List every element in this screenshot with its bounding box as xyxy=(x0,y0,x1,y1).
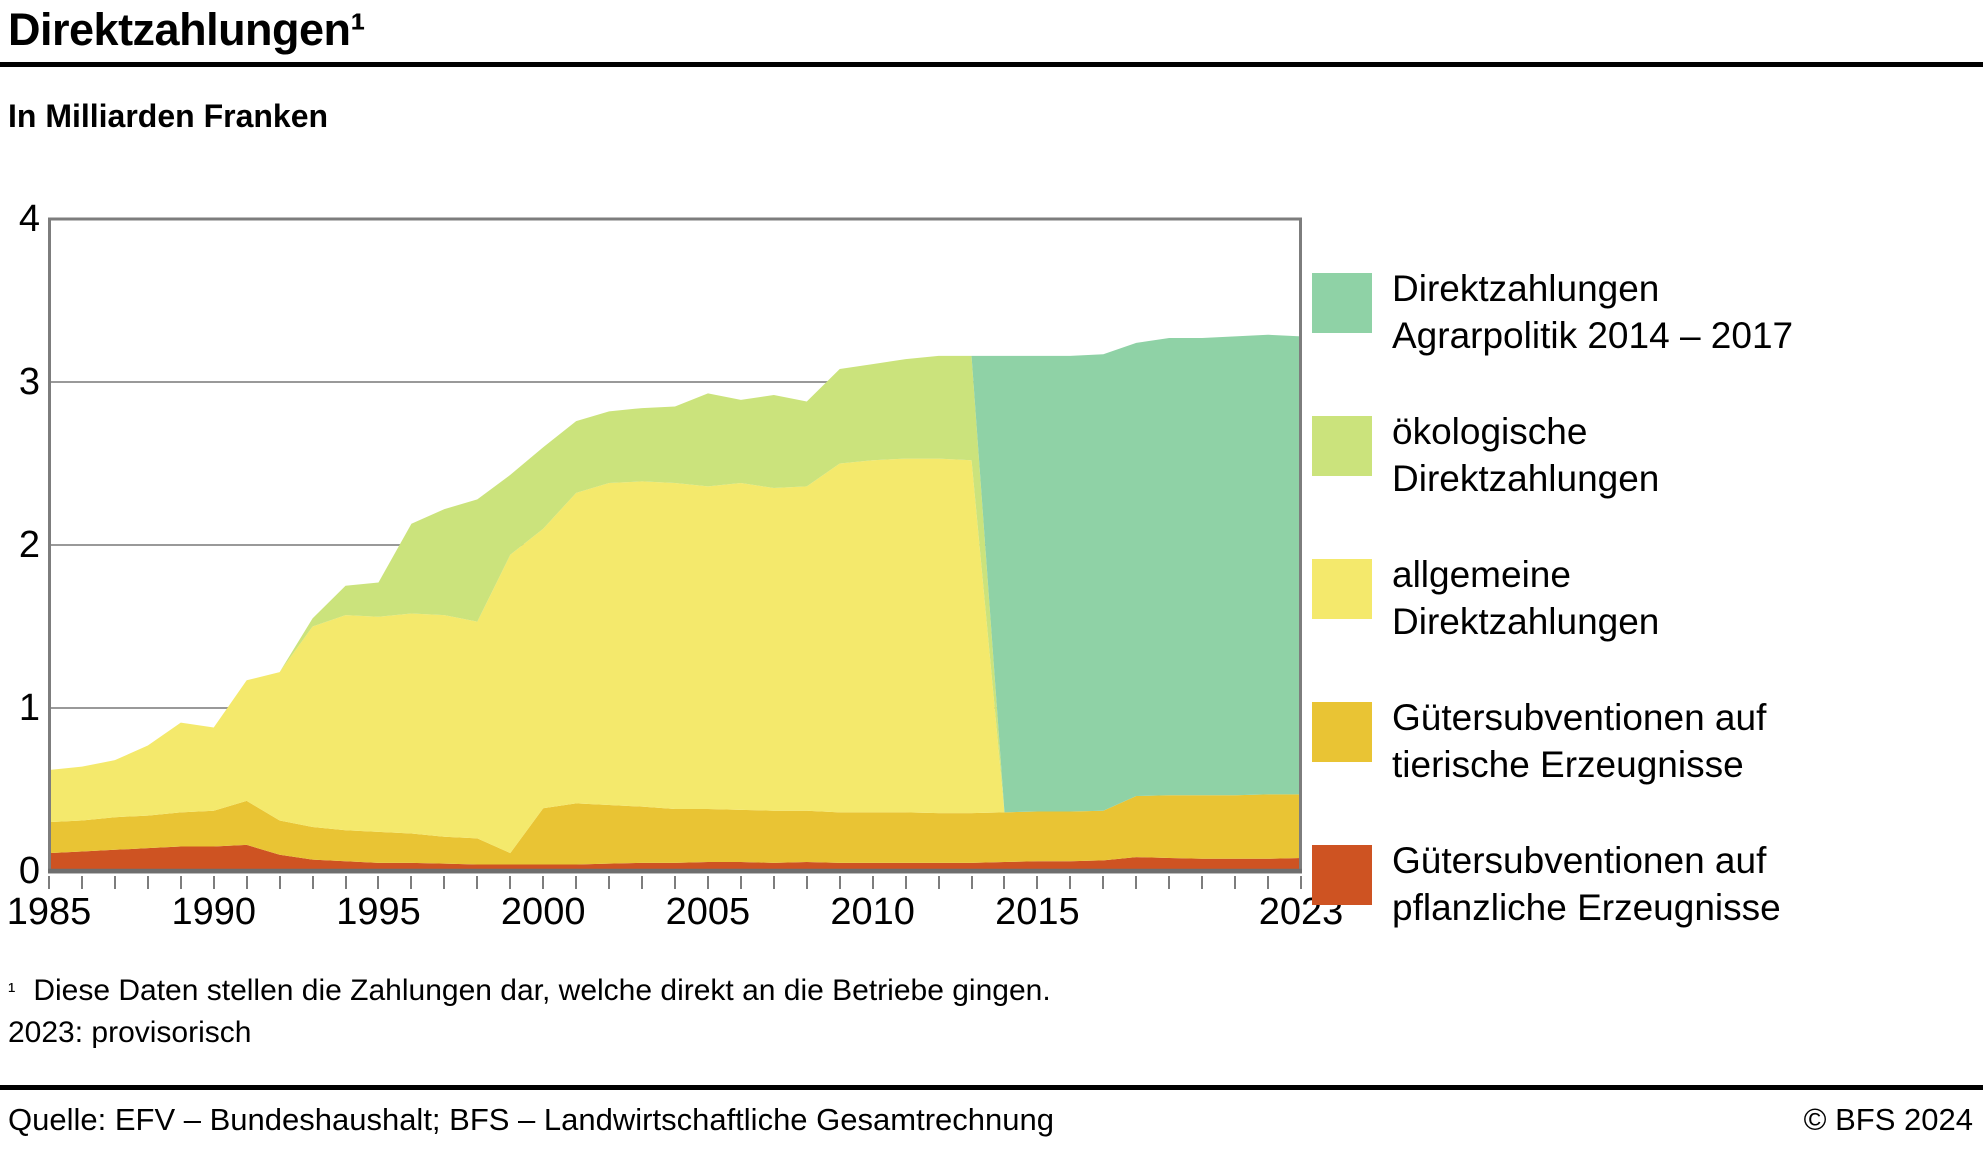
x-tick-2003 xyxy=(641,876,644,889)
legend-label-line: pflanzliche Erzeugnisse xyxy=(1392,887,1781,928)
copyright-text: © BFS 2024 xyxy=(1803,1102,1973,1137)
x-tick-2000 xyxy=(542,876,545,889)
plot-area xyxy=(48,214,1302,874)
legend-label-line: tierische Erzeugnisse xyxy=(1392,744,1744,785)
x-tick-1993 xyxy=(311,876,314,889)
x-tick-2005 xyxy=(706,876,709,889)
x-tick-1999 xyxy=(509,876,512,889)
legend-swatch-agrarpolitik xyxy=(1312,273,1372,333)
x-tick-1998 xyxy=(476,876,479,889)
x-tick-2012 xyxy=(937,876,940,889)
x-tick-2020 xyxy=(1201,876,1204,889)
x-tick-1990 xyxy=(212,876,215,889)
x-axis-label-2000: 2000 xyxy=(500,891,586,933)
x-tick-2019 xyxy=(1168,876,1171,889)
x-tick-2011 xyxy=(904,876,907,889)
page-title: Direktzahlungen¹ xyxy=(8,4,366,55)
bottom-divider xyxy=(0,1085,1983,1090)
x-tick-2014 xyxy=(1003,876,1006,889)
x-tick-2010 xyxy=(871,876,874,889)
legend-label-line: allgemeine xyxy=(1392,554,1571,595)
legend-label-line: Direktzahlungen xyxy=(1392,268,1660,309)
x-tick-2017 xyxy=(1102,876,1105,889)
x-tick-2001 xyxy=(575,876,578,889)
x-tick-2006 xyxy=(739,876,742,889)
x-tick-2016 xyxy=(1069,876,1072,889)
legend-label-line: Direktzahlungen xyxy=(1392,601,1660,642)
x-tick-2009 xyxy=(838,876,841,889)
chart-unit-subtitle: In Milliarden Franken xyxy=(8,98,329,134)
x-tick-1989 xyxy=(179,876,182,889)
legend-label-agrarpolitik: Direktzahlungen Agrarpolitik 2014 – 2017 xyxy=(1392,265,1793,359)
area-agrarpolitik xyxy=(49,334,1301,813)
legend-label-pflanzliche: Gütersubventionen auf pflanzliche Erzeugn… xyxy=(1392,837,1781,931)
legend-label-line: Direktzahlungen xyxy=(1392,458,1660,499)
legend-swatch-tierische xyxy=(1312,702,1372,762)
y-axis-label-3: 3 xyxy=(18,361,40,403)
y-axis-label-2: 2 xyxy=(18,524,40,566)
x-tick-1985 xyxy=(48,876,50,889)
x-tick-2015 xyxy=(1036,876,1039,889)
x-axis-label-1985: 1985 xyxy=(6,891,92,933)
legend-label-tierische: Gütersubventionen auf tierische Erzeugnis… xyxy=(1392,694,1766,788)
top-divider xyxy=(0,62,1983,67)
x-tick-2013 xyxy=(970,876,973,889)
stacked-area-chart xyxy=(48,217,1302,874)
source-text: Quelle: EFV – Bundeshaushalt; BFS – Land… xyxy=(8,1102,1054,1137)
x-tick-2021 xyxy=(1234,876,1237,889)
legend-label-line: Gütersubventionen auf xyxy=(1392,697,1767,738)
x-tick-1992 xyxy=(278,876,281,889)
x-tick-1997 xyxy=(443,876,446,889)
x-tick-1987 xyxy=(113,876,116,889)
x-tick-2004 xyxy=(674,876,676,889)
legend-label-oekologische: ökologische Direktzahlungen xyxy=(1392,408,1659,502)
legend-swatch-pflanzliche xyxy=(1312,845,1372,905)
x-axis-label-2005: 2005 xyxy=(665,891,751,933)
x-axis-label-2015: 2015 xyxy=(995,891,1080,933)
footnote-line2: 2023: provisorisch xyxy=(8,1016,252,1049)
x-axis-label-1995: 1995 xyxy=(336,891,421,933)
x-tick-1988 xyxy=(146,876,149,889)
area-allgemeine xyxy=(49,458,1301,854)
legend-label-line: ökologische xyxy=(1392,411,1588,452)
legend-label-line: Agrarpolitik 2014 – 2017 xyxy=(1392,315,1794,356)
y-axis-label-1: 1 xyxy=(18,687,40,729)
footnote-line1: ¹ Diese Daten stellen die Zahlungen dar, … xyxy=(8,972,1051,1010)
x-tick-2007 xyxy=(772,876,775,889)
footnote-text: Diese Daten stellen die Zahlungen dar, w… xyxy=(33,974,1051,1007)
x-tick-1986 xyxy=(80,876,83,889)
x-tick-2018 xyxy=(1135,876,1138,889)
footnote-marker: ¹ xyxy=(8,978,16,1003)
area-pflanzliche xyxy=(49,844,1301,871)
x-axis-label-1990: 1990 xyxy=(171,891,256,933)
x-tick-1996 xyxy=(410,876,413,889)
x-tick-1995 xyxy=(377,876,380,889)
x-tick-1991 xyxy=(245,876,248,889)
area-tierische xyxy=(49,794,1301,865)
x-tick-2002 xyxy=(608,876,611,889)
y-axis-label-4: 4 xyxy=(18,198,40,240)
legend-swatch-allgemeine xyxy=(1312,559,1372,619)
legend-swatch-oekologische xyxy=(1312,416,1372,476)
x-tick-2022 xyxy=(1267,876,1270,889)
legend-label-allgemeine: allgemeine Direktzahlungen xyxy=(1392,551,1659,645)
x-axis-label-2010: 2010 xyxy=(830,891,915,933)
x-tick-2008 xyxy=(805,876,808,889)
area-oekologische xyxy=(49,355,1301,813)
y-axis-label-0: 0 xyxy=(18,850,40,892)
legend-label-line: Gütersubventionen auf xyxy=(1392,840,1767,881)
x-tick-2023 xyxy=(1300,876,1302,889)
x-tick-1994 xyxy=(344,876,347,889)
